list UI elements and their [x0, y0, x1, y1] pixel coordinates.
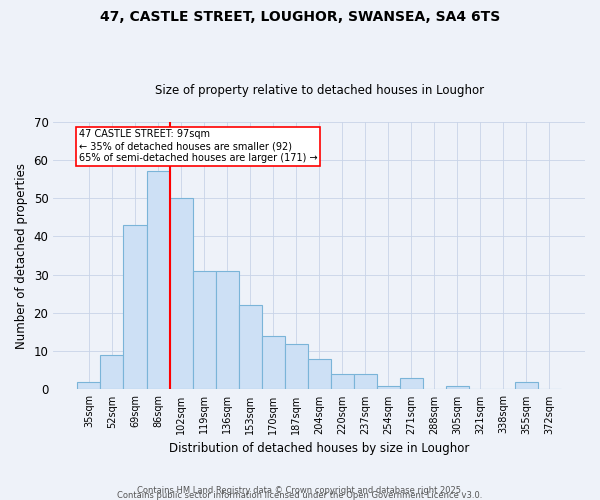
Bar [170, 198, 193, 390]
Bar [331, 374, 353, 390]
Bar [353, 374, 377, 390]
Bar [100, 355, 124, 390]
Bar [77, 382, 100, 390]
Bar [377, 386, 400, 390]
Bar [515, 382, 538, 390]
Y-axis label: Number of detached properties: Number of detached properties [15, 162, 28, 348]
Bar [239, 306, 262, 390]
Text: 47 CASTLE STREET: 97sqm
← 35% of detached houses are smaller (92)
65% of semi-de: 47 CASTLE STREET: 97sqm ← 35% of detache… [79, 130, 317, 162]
Bar [284, 344, 308, 390]
Title: Size of property relative to detached houses in Loughor: Size of property relative to detached ho… [155, 84, 484, 97]
Bar [308, 359, 331, 390]
Text: 47, CASTLE STREET, LOUGHOR, SWANSEA, SA4 6TS: 47, CASTLE STREET, LOUGHOR, SWANSEA, SA4… [100, 10, 500, 24]
Bar [446, 386, 469, 390]
Bar [124, 225, 146, 390]
Bar [193, 271, 215, 390]
X-axis label: Distribution of detached houses by size in Loughor: Distribution of detached houses by size … [169, 442, 469, 455]
Text: Contains HM Land Registry data © Crown copyright and database right 2025.: Contains HM Land Registry data © Crown c… [137, 486, 463, 495]
Bar [262, 336, 284, 390]
Bar [215, 271, 239, 390]
Text: Contains public sector information licensed under the Open Government Licence v3: Contains public sector information licen… [118, 491, 482, 500]
Bar [400, 378, 423, 390]
Bar [146, 172, 170, 390]
